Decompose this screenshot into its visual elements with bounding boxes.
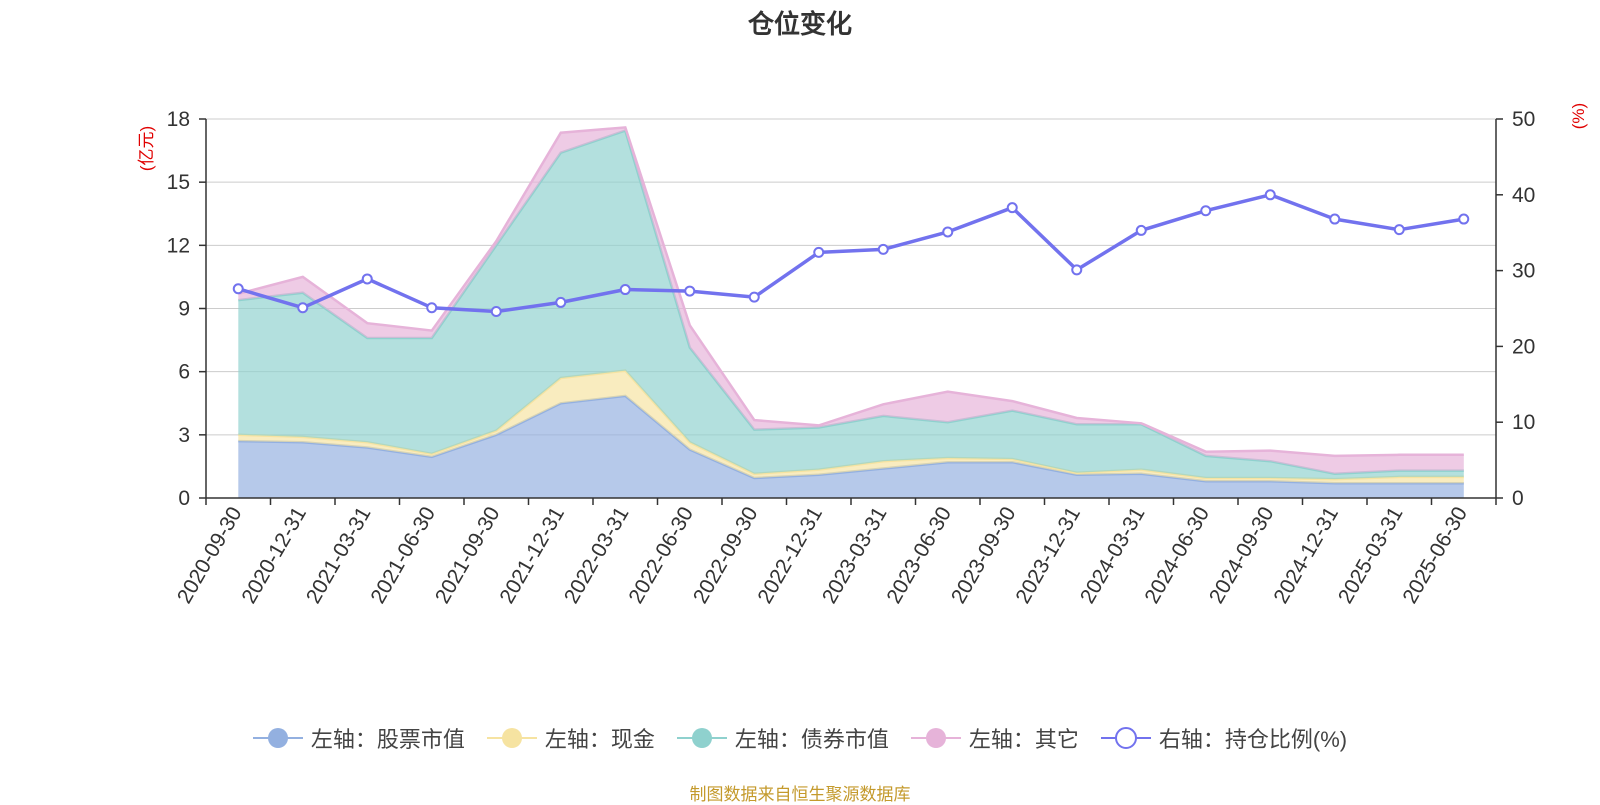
area-左轴：现金 bbox=[238, 370, 1464, 484]
ratio-point bbox=[877, 243, 889, 255]
legend-label: 左轴：债券市值 bbox=[734, 727, 889, 752]
left-axis-tick-label: 3 bbox=[178, 424, 190, 447]
legend-marker-icon bbox=[486, 728, 537, 748]
ratio-point bbox=[748, 291, 760, 303]
area-左轴：股票市值 bbox=[238, 395, 1464, 498]
chart-area: 0 3 6 9 12 15 18 0 10 20 30 40 50 2020-09-302020-12-3… bbox=[167, 108, 1536, 608]
legend-label: 右轴：持仓比例(%) bbox=[1158, 727, 1348, 752]
legend-label: 左轴：现金 bbox=[544, 727, 655, 752]
right-axis-tick-label: 20 bbox=[1512, 335, 1535, 358]
x-axis-tick-label: 2024-03-31 bbox=[1076, 503, 1150, 608]
legend-item[interactable]: 左轴：债券市值 bbox=[676, 722, 889, 754]
x-axis-tick-label: 2023-03-31 bbox=[818, 503, 892, 608]
x-axis-tick-label: 2024-06-30 bbox=[1140, 503, 1214, 608]
x-axis-tick-label: 2023-12-31 bbox=[1011, 503, 1085, 608]
ratio-point bbox=[684, 285, 696, 297]
ratio-point bbox=[1200, 205, 1212, 217]
x-axis-tick-label: 2023-09-30 bbox=[947, 503, 1021, 608]
x-axis-tick-label: 2021-12-31 bbox=[495, 503, 569, 608]
legend-marker-icon bbox=[676, 728, 727, 748]
ratio-point bbox=[813, 246, 825, 258]
ratio-point bbox=[297, 302, 309, 314]
x-axis-tick-label: 2025-03-31 bbox=[1334, 503, 1408, 608]
legend-item[interactable]: 左轴：现金 bbox=[486, 722, 655, 754]
legend-label: 左轴：股票市值 bbox=[310, 727, 465, 752]
x-axis-tick-label: 2021-03-31 bbox=[302, 503, 376, 608]
left-axis-tick-label: 15 bbox=[167, 171, 190, 194]
left-axis-tick-label: 0 bbox=[178, 487, 190, 510]
legend-marker-icon bbox=[1100, 727, 1151, 749]
right-axis-tick-label: 50 bbox=[1512, 108, 1535, 131]
source-note: 制图数据来自恒生聚源数据库 bbox=[689, 785, 911, 804]
left-axis-tick-label: 6 bbox=[178, 361, 190, 384]
ratio-point bbox=[1329, 213, 1341, 225]
legend-marker-icon bbox=[910, 728, 961, 748]
ratio-point bbox=[1458, 213, 1470, 225]
right-axis-tick-label: 10 bbox=[1512, 411, 1535, 434]
ratio-point bbox=[1071, 264, 1083, 276]
ratio-point bbox=[490, 306, 502, 318]
x-axis-tick-label: 2022-09-30 bbox=[689, 503, 763, 608]
x-axis-tick-label: 2023-06-30 bbox=[882, 503, 956, 608]
x-axis-tick-label: 2021-09-30 bbox=[431, 503, 505, 608]
x-axis-tick-label: 2022-06-30 bbox=[624, 503, 698, 608]
ratio-point bbox=[1135, 224, 1147, 236]
left-axis-tick-label: 12 bbox=[167, 234, 190, 257]
left-axis-tick-label: 18 bbox=[167, 108, 190, 131]
area-edge-左轴：其它 bbox=[237, 126, 1464, 458]
right-axis-tick-label: 0 bbox=[1512, 487, 1524, 510]
ratio-point bbox=[232, 283, 244, 295]
area-左轴：债券市值 bbox=[238, 130, 1464, 480]
ratio-point bbox=[1393, 224, 1405, 236]
x-axis-tick-label: 2024-09-30 bbox=[1205, 503, 1279, 608]
right-axis-tick-label: 40 bbox=[1512, 184, 1535, 207]
ratio-point bbox=[426, 302, 438, 314]
x-axis-tick-label: 2020-12-31 bbox=[237, 503, 311, 608]
ratio-point bbox=[619, 284, 631, 296]
chart-title: 仓位变化 bbox=[747, 9, 852, 39]
legend-item[interactable]: 左轴：其它 bbox=[910, 722, 1079, 754]
x-axis-tick-label: 2022-12-31 bbox=[753, 503, 827, 608]
ratio-line-path bbox=[237, 193, 1465, 314]
stacked-areas bbox=[237, 126, 1464, 498]
legend: 左轴：股票市值 左轴：现金 左轴：债券市值 左轴：其它 右轴：持仓比例(%) bbox=[0, 722, 1600, 754]
x-axis-tick-label: 2021-06-30 bbox=[366, 503, 440, 608]
legend-marker-icon bbox=[252, 728, 303, 748]
x-axis-tick-label: 2020-09-30 bbox=[173, 503, 247, 608]
legend-item[interactable]: 右轴：持仓比例(%) bbox=[1100, 722, 1348, 754]
ratio-point bbox=[361, 273, 373, 285]
legend-label: 左轴：其它 bbox=[968, 727, 1079, 752]
ratio-line bbox=[232, 189, 1470, 318]
ratio-point bbox=[942, 226, 954, 238]
ratio-point bbox=[1264, 189, 1276, 201]
x-axis-tick-label: 2025-06-30 bbox=[1398, 503, 1472, 608]
right-axis-tick-label: 30 bbox=[1512, 260, 1535, 283]
legend-item[interactable]: 左轴：股票市值 bbox=[252, 722, 465, 754]
x-axis-tick-label: 2022-03-31 bbox=[560, 503, 634, 608]
left-axis-tick-label: 9 bbox=[178, 298, 190, 321]
ratio-point bbox=[1006, 202, 1018, 214]
ratio-point bbox=[555, 296, 567, 308]
x-axis-tick-label: 2024-12-31 bbox=[1269, 503, 1343, 608]
